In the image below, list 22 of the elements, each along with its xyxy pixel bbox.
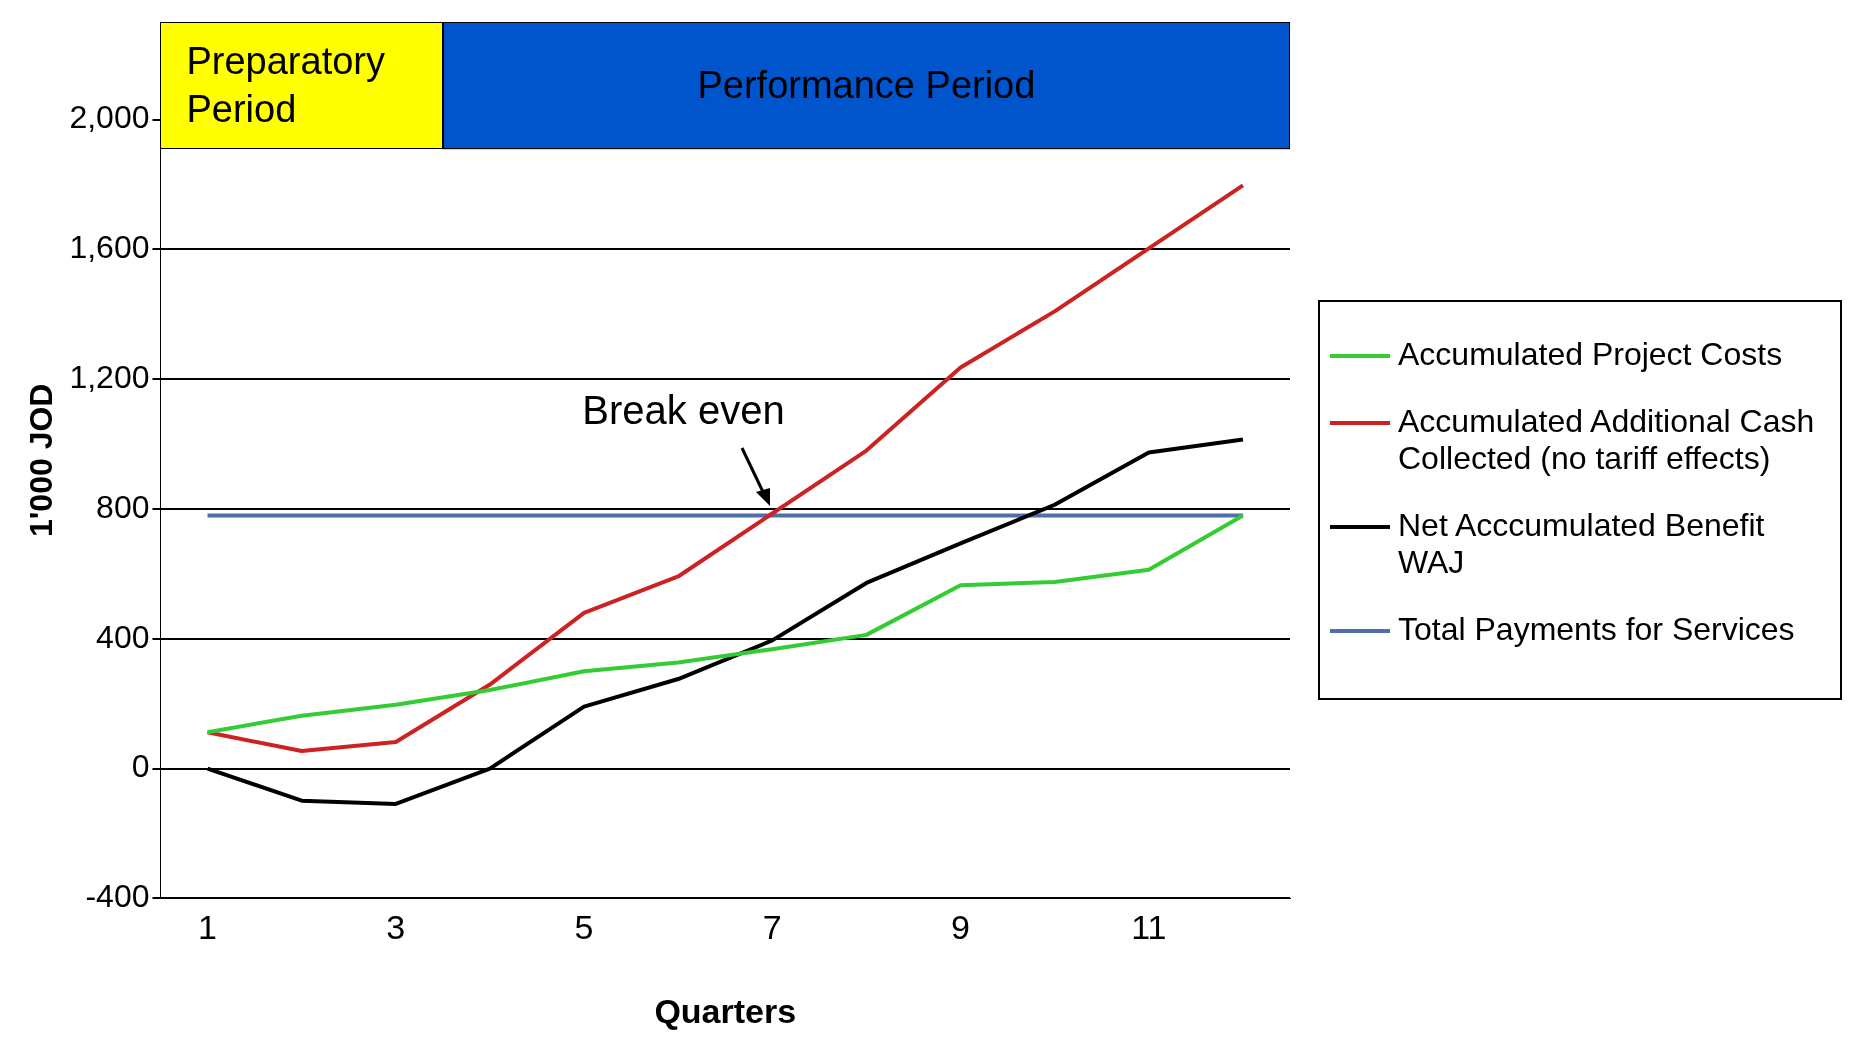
y-tick-label: 400 — [96, 618, 150, 655]
legend-label: Accumulated Additional Cash Collected (no tariff effects) — [1398, 403, 1816, 477]
y-tick-label: 2,000 — [69, 99, 150, 136]
legend-label: Total Payments for Services — [1398, 611, 1795, 648]
x-tick-label: 3 — [386, 908, 406, 947]
annotation: Break even — [582, 388, 785, 434]
period-header: Preparatory Period — [160, 22, 443, 150]
y-tick-label: 0 — [131, 748, 150, 785]
x-axis-title: Quarters — [654, 991, 797, 1030]
period-header: Performance Period — [442, 22, 1290, 150]
x-tick-label: 5 — [574, 908, 594, 947]
legend-label: Accumulated Project Costs — [1398, 336, 1783, 373]
x-tick-label: 7 — [762, 908, 782, 947]
y-axis-title: 1'000 JOD — [23, 383, 60, 538]
x-tick-label: 11 — [1131, 908, 1167, 947]
x-tick-label: 9 — [951, 908, 971, 947]
x-tick-label: 1 — [198, 908, 217, 947]
y-tick-label: 1,600 — [69, 229, 150, 266]
legend-label: Net Acccumulated Benefit WAJ — [1398, 507, 1766, 581]
y-tick-label: -400 — [85, 878, 150, 915]
y-tick-label: 800 — [96, 488, 150, 525]
y-tick-label: 1,200 — [69, 359, 150, 395]
